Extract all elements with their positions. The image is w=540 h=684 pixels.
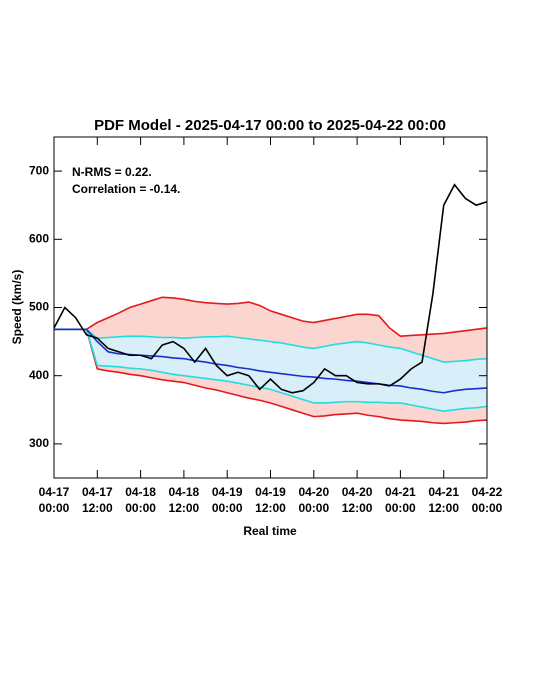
chart-title: PDF Model - 2025-04-17 00:00 to 2025-04-… <box>94 117 446 134</box>
x-tick-label: 04-18 12:00 <box>168 485 200 515</box>
band-upper-line <box>54 328 488 363</box>
y-tick-label: 600 <box>29 231 49 245</box>
band-lower-line <box>54 328 488 425</box>
annotation: N-RMS = 0.22. <box>72 165 152 179</box>
annotation: Correlation = -0.14. <box>72 182 180 196</box>
x-tick-label: 04-19 12:00 <box>255 485 286 515</box>
x-axis-label: Real time <box>243 524 297 538</box>
x-tick-label: 04-18 00:00 <box>125 485 156 515</box>
y-tick-label: 300 <box>29 436 49 450</box>
band-area <box>54 329 487 412</box>
x-tick-label: 04-17 00:00 <box>38 485 70 515</box>
y-tick-label: 400 <box>29 368 49 382</box>
y-tick-label: 500 <box>29 300 49 314</box>
x-tick-label: 04-17 12:00 <box>81 485 113 515</box>
x-tick-label: 04-20 12:00 <box>341 485 373 515</box>
band-lower-line <box>54 328 488 412</box>
series-line <box>53 183 488 394</box>
x-tick-label: 04-20 00:00 <box>298 485 330 515</box>
y-axis-label: Speed (km/s) <box>10 270 24 345</box>
y-tick-label: 700 <box>29 163 49 177</box>
x-tick-label: 04-19 00:00 <box>211 485 243 515</box>
x-tick-label: 04-22 00:00 <box>471 485 503 515</box>
band-upper-line <box>54 296 488 337</box>
x-tick-label: 04-21 12:00 <box>428 485 460 515</box>
x-tick-label: 04-21 00:00 <box>385 485 416 515</box>
